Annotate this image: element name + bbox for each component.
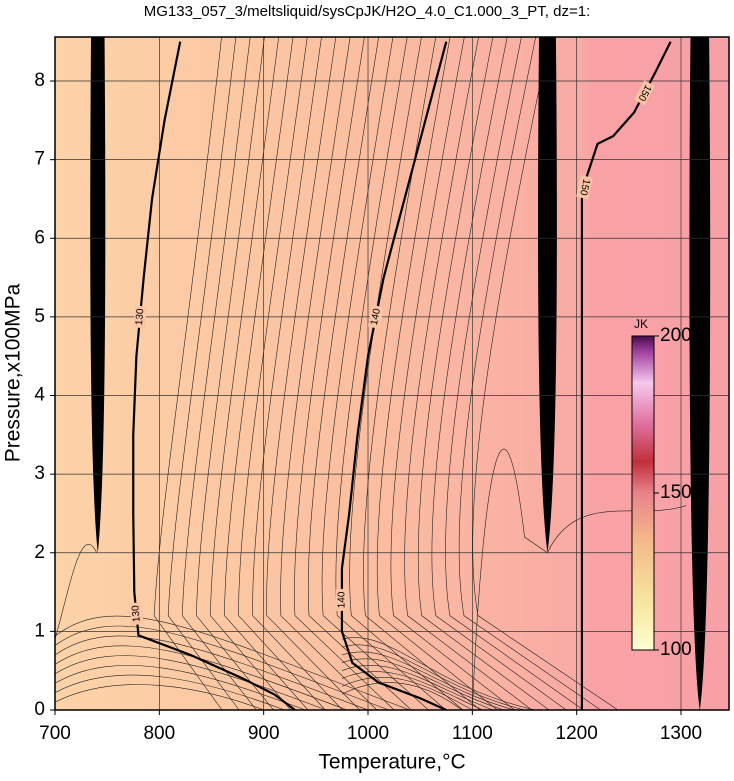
contour-label-bg [634, 80, 655, 106]
colorbar-tick-label: 150 [660, 482, 692, 503]
y-tick-label: 1 [34, 620, 45, 641]
x-tick-label: 700 [39, 723, 71, 744]
contour-label-group: 150 [576, 175, 593, 200]
minor-contour [321, 37, 429, 710]
contour-label: 150 [577, 178, 591, 197]
plot-area: 130 130 140 140 150 150 [55, 37, 729, 710]
y-tick-label: 0 [34, 699, 45, 720]
contour-label-bg [129, 602, 144, 626]
contour-label: 140 [369, 307, 383, 326]
y-tick-label: 2 [34, 542, 45, 563]
y-tick-label: 6 [34, 227, 45, 248]
minor-contour [55, 645, 348, 710]
minor-contour [238, 37, 326, 710]
minor-contour [55, 544, 98, 640]
minor-contour [341, 637, 536, 710]
contour-label-bg [335, 588, 348, 611]
minor-contour [55, 635, 369, 710]
x-tick-label: 1000 [347, 723, 389, 744]
minor-contour [181, 37, 257, 710]
minor-contour [390, 37, 515, 710]
contour-label-group: 140 [335, 588, 348, 611]
minor-contour [153, 37, 223, 710]
colorbar [631, 335, 655, 651]
minor-contour [55, 674, 285, 710]
contour-label-bg [367, 304, 384, 329]
contour-label: 130 [130, 604, 143, 622]
plot-frame [54, 36, 730, 711]
dense-contour-band [90, 37, 106, 553]
minor-contour [363, 37, 481, 710]
minor-contour [167, 37, 240, 710]
minor-contour [252, 37, 343, 710]
minor-contour [458, 37, 601, 710]
minor-contour [266, 37, 360, 710]
x-tick-label: 1100 [452, 723, 493, 744]
minor-contour [445, 37, 584, 710]
minor-contour [472, 448, 548, 710]
minor-contour [376, 37, 498, 710]
minor-contour [547, 505, 687, 553]
minor-contour [431, 37, 567, 710]
minor-contour [294, 37, 395, 710]
dense-contour-band [538, 37, 557, 553]
colorbar-tick-label: 200 [660, 325, 692, 346]
colorbar-tick-label: 100 [660, 639, 692, 660]
minor-contour [280, 37, 378, 710]
x-tick-label: 900 [248, 723, 280, 744]
y-axis-label: Pressure,x100MPa [2, 283, 25, 462]
y-tick-label: 3 [34, 463, 45, 484]
colorbar-label: JK [634, 317, 648, 331]
minor-contour [417, 37, 550, 710]
contour-label-group: 130 [133, 305, 148, 329]
contour-label-group: 140 [367, 304, 384, 329]
contour-label-bg [133, 305, 148, 329]
minor-contour [349, 37, 464, 710]
contour-label: 130 [134, 308, 147, 326]
dense-contour-band [689, 37, 711, 710]
contour-label: 140 [337, 591, 348, 608]
minor-contour [341, 658, 504, 710]
y-tick-label: 4 [34, 385, 45, 406]
plot-background [55, 37, 729, 710]
y-tick-label: 7 [34, 149, 45, 170]
contour-line [340, 41, 448, 710]
minor-contour [341, 677, 473, 710]
contour-label-group: 130 [129, 602, 144, 626]
minor-contour [472, 37, 619, 710]
minor-contour [224, 37, 309, 710]
x-axis-label: Temperature,°C [318, 751, 465, 774]
x-tick-label: 800 [143, 723, 175, 744]
minor-contour [307, 37, 412, 710]
minor-contour [55, 655, 327, 710]
x-tick-label: 1200 [556, 723, 598, 744]
minor-contour [55, 665, 306, 710]
x-tick-label: 1300 [660, 723, 702, 744]
minor-contour [341, 671, 483, 710]
minor-contour [404, 37, 532, 710]
minor-contour [55, 615, 410, 710]
y-tick-label: 8 [34, 70, 45, 91]
chart-title: MG133_057_3/meltsliquid/sysCpJK/H2O_4.0_… [144, 3, 591, 20]
minor-contour [196, 37, 274, 710]
minor-contour [341, 651, 515, 710]
y-tick-label: 5 [34, 306, 45, 327]
minor-contour [335, 37, 446, 710]
minor-contour [55, 625, 389, 710]
minor-contour [341, 682, 463, 710]
contour-line [132, 41, 296, 710]
contour-label-bg [576, 175, 593, 200]
minor-contour [341, 644, 525, 710]
